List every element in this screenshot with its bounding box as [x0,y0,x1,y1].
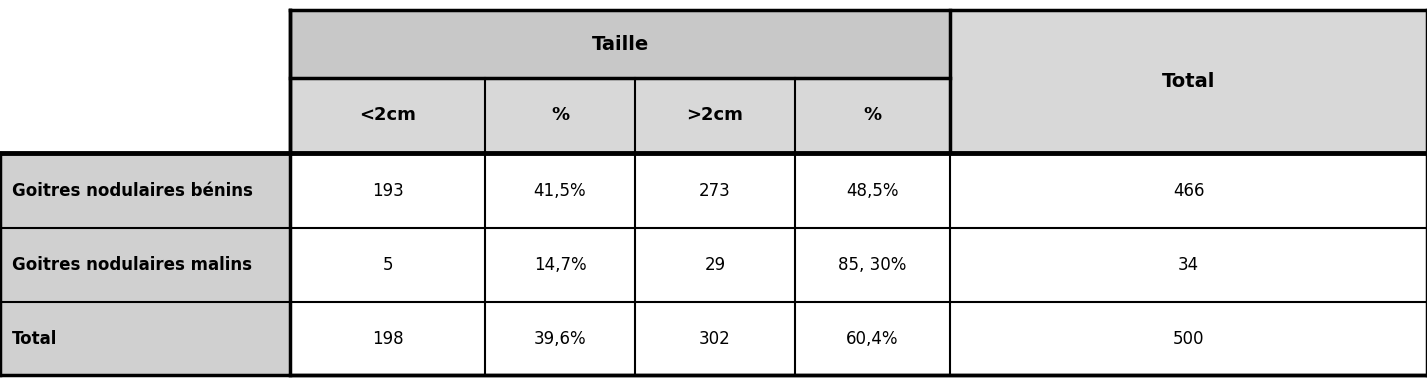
Bar [795,228,950,302]
Bar [795,78,950,153]
Text: 193: 193 [371,181,404,199]
Bar [635,153,795,228]
Text: 29: 29 [705,256,725,274]
Text: Goitres nodulaires bénins: Goitres nodulaires bénins [11,181,253,199]
Bar [290,78,485,153]
Bar [0,302,290,375]
Text: Goitres nodulaires malins: Goitres nodulaires malins [11,256,253,274]
Bar [635,302,795,375]
Text: Total: Total [11,330,57,348]
Text: Total: Total [1162,72,1216,91]
Bar [950,302,1427,375]
Text: 48,5%: 48,5% [846,181,899,199]
Bar [950,10,1427,153]
Bar [795,153,950,228]
Bar [635,78,795,153]
Bar [485,302,635,375]
Text: 5: 5 [382,256,392,274]
Text: 60,4%: 60,4% [846,330,899,348]
Bar [290,302,485,375]
Bar [485,228,635,302]
Bar [485,78,635,153]
Bar [290,10,950,78]
Bar [950,153,1427,228]
Bar [290,153,485,228]
Text: 500: 500 [1173,330,1204,348]
Bar [0,10,290,153]
Text: 85, 30%: 85, 30% [838,256,906,274]
Text: %: % [551,107,569,125]
Text: 302: 302 [699,330,731,348]
Text: 41,5%: 41,5% [534,181,586,199]
Text: 34: 34 [1177,256,1199,274]
Text: 14,7%: 14,7% [534,256,586,274]
Text: %: % [863,107,882,125]
Text: >2cm: >2cm [686,107,743,125]
Bar [635,228,795,302]
Text: <2cm: <2cm [360,107,415,125]
Bar [290,228,485,302]
Bar [0,228,290,302]
Bar [795,302,950,375]
Text: 39,6%: 39,6% [534,330,586,348]
Bar [950,228,1427,302]
Bar [0,153,290,228]
Text: 273: 273 [699,181,731,199]
Text: 198: 198 [371,330,404,348]
Text: 466: 466 [1173,181,1204,199]
Bar [485,153,635,228]
Text: Taille: Taille [591,34,649,53]
